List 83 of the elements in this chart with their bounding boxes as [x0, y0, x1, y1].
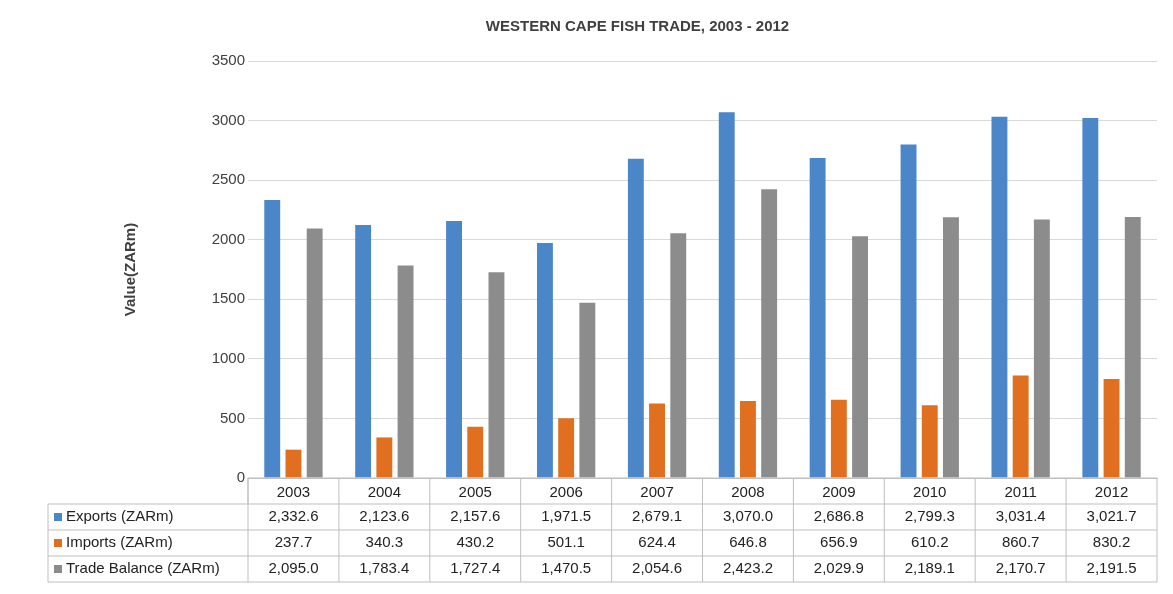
bar — [1012, 375, 1029, 478]
data-label: 2,095.0 — [268, 559, 319, 577]
x-tick-label: 2007 — [640, 483, 674, 501]
bar — [921, 405, 938, 478]
bar — [809, 157, 826, 478]
bar — [761, 189, 778, 478]
data-label: 610.2 — [910, 533, 949, 551]
bar — [558, 418, 575, 478]
chart-title: WESTERN CAPE FISH TRADE, 2003 - 2012 — [485, 17, 790, 35]
bar — [1103, 379, 1120, 478]
bar — [355, 224, 372, 478]
bar — [264, 200, 281, 478]
bar — [376, 437, 393, 478]
data-label: 2,157.6 — [450, 507, 501, 525]
bar — [536, 243, 553, 478]
y-tick-label: 0 — [236, 468, 245, 486]
data-label: 1,971.5 — [541, 507, 592, 525]
data-label: 3,021.7 — [1086, 507, 1137, 525]
bar — [1124, 216, 1141, 478]
data-label: 2,029.9 — [813, 559, 864, 577]
x-tick-label: 2004 — [367, 483, 402, 501]
x-tick-label: 2010 — [913, 483, 947, 501]
data-label: 646.8 — [729, 533, 767, 551]
data-label: 830.2 — [1092, 533, 1131, 551]
data-label: 2,170.7 — [995, 559, 1046, 577]
bar — [467, 426, 484, 478]
y-tick-label: 2000 — [211, 229, 245, 247]
bar — [488, 272, 505, 478]
data-label: 3,031.4 — [995, 507, 1046, 525]
data-label: 2,799.3 — [904, 507, 955, 525]
data-label: 624.4 — [638, 533, 676, 551]
data-label: 340.3 — [365, 533, 404, 551]
bar — [900, 144, 917, 478]
data-label: 2,054.6 — [632, 559, 683, 577]
x-tick-label: 2005 — [458, 483, 492, 501]
bar — [1033, 219, 1050, 478]
data-label: 860.7 — [1001, 533, 1040, 551]
bar — [1082, 117, 1099, 478]
bar — [991, 116, 1008, 478]
data-label: 430.2 — [456, 533, 495, 551]
data-label: 2,423.2 — [722, 559, 773, 577]
bar — [718, 112, 735, 478]
x-tick-label: 2003 — [276, 483, 311, 501]
y-tick-label: 1000 — [211, 349, 245, 366]
bar — [397, 265, 414, 478]
bar — [852, 236, 869, 478]
data-label: 237.7 — [274, 533, 313, 551]
data-label: 2,679.1 — [632, 507, 683, 525]
x-tick-label: 2009 — [822, 483, 856, 501]
data-label: 3,070.0 — [722, 507, 773, 525]
bar — [285, 449, 302, 478]
bar — [306, 228, 323, 478]
y-tick-label: 500 — [219, 408, 245, 426]
bar — [740, 400, 756, 478]
data-label: 2,686.8 — [813, 507, 864, 525]
data-label: 2,191.5 — [1086, 559, 1137, 577]
data-label: 1,727.4 — [450, 559, 501, 577]
legend-label: Imports (ZARm) — [66, 533, 173, 551]
data-label: 1,783.4 — [359, 559, 410, 577]
legend-label: Exports (ZARm) — [66, 507, 174, 525]
bar — [627, 158, 644, 478]
legend-label: Trade Balance (ZARm) — [66, 559, 220, 577]
bar — [649, 403, 665, 478]
y-axis-title: Value(ZARm) — [121, 222, 139, 317]
bar — [830, 399, 847, 478]
bar — [446, 220, 462, 478]
x-tick-label: 2011 — [1004, 483, 1037, 501]
data-label: 501.1 — [547, 533, 585, 551]
data-label: 2,332.6 — [268, 507, 319, 525]
bar — [943, 217, 959, 478]
data-label: 2,123.6 — [359, 507, 410, 525]
data-label: 1,470.5 — [541, 559, 592, 577]
x-tick-label: 2008 — [731, 483, 765, 501]
y-tick-label: 3000 — [211, 110, 245, 128]
y-tick-label: 2500 — [211, 170, 245, 188]
x-tick-label: 2012 — [1094, 483, 1129, 501]
bar — [670, 233, 687, 478]
y-tick-label: 3500 — [211, 51, 245, 69]
data-label: 2,189.1 — [904, 559, 955, 577]
x-tick-label: 2006 — [549, 483, 583, 501]
data-label: 656.9 — [820, 533, 858, 551]
y-tick-label: 1500 — [211, 289, 245, 307]
bar — [579, 302, 596, 478]
